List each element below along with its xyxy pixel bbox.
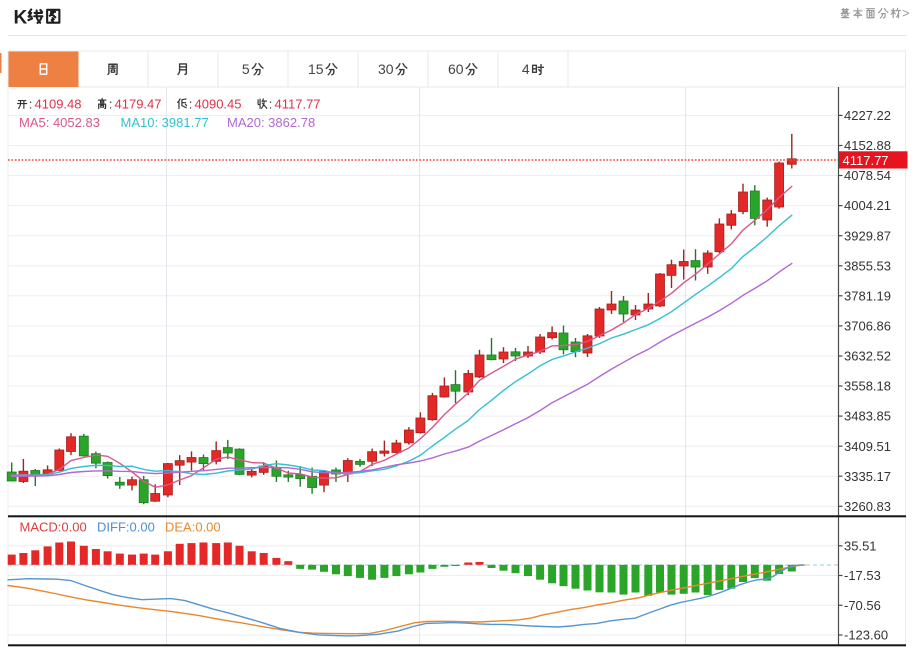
svg-text::: : <box>29 97 33 112</box>
svg-text::: : <box>269 97 273 112</box>
svg-text:3855.53: 3855.53 <box>844 258 891 273</box>
svg-text:K: K <box>14 8 28 29</box>
svg-text::: : <box>109 97 113 112</box>
svg-text:3335.17: 3335.17 <box>844 469 891 484</box>
svg-text:MA20: 3862.78: MA20: 3862.78 <box>227 115 315 130</box>
svg-text:4: 4 <box>522 61 530 77</box>
svg-text:MACD:0.00: MACD:0.00 <box>20 520 87 535</box>
svg-text:3929.87: 3929.87 <box>844 228 891 243</box>
svg-text:MA10: 3981.77: MA10: 3981.77 <box>121 115 209 130</box>
svg-text:3483.85: 3483.85 <box>844 409 891 424</box>
svg-text:4152.88: 4152.88 <box>844 138 891 153</box>
svg-text:-123.60: -123.60 <box>844 628 888 643</box>
svg-text:DIFF:0.00: DIFF:0.00 <box>97 520 155 535</box>
svg-text:4117.77: 4117.77 <box>843 153 889 168</box>
svg-text:DEA:0.00: DEA:0.00 <box>165 520 221 535</box>
svg-text:4004.21: 4004.21 <box>844 198 891 213</box>
svg-text:-70.56: -70.56 <box>844 598 881 613</box>
svg-text:4109.48: 4109.48 <box>35 97 82 112</box>
svg-text:30: 30 <box>378 61 394 77</box>
svg-text:4179.47: 4179.47 <box>115 97 162 112</box>
svg-text:35.51: 35.51 <box>844 538 877 553</box>
svg-text:3558.18: 3558.18 <box>844 379 891 394</box>
svg-text:-17.53: -17.53 <box>844 568 881 583</box>
svg-text:>: > <box>902 6 910 21</box>
svg-text:4090.45: 4090.45 <box>195 97 242 112</box>
svg-text:5: 5 <box>242 61 250 77</box>
svg-text:4227.22: 4227.22 <box>844 108 891 123</box>
svg-text:4078.54: 4078.54 <box>844 168 891 183</box>
svg-text:3260.83: 3260.83 <box>844 499 891 514</box>
svg-text:3632.52: 3632.52 <box>844 349 891 364</box>
svg-text:3409.51: 3409.51 <box>844 439 891 454</box>
svg-text:3781.19: 3781.19 <box>844 288 891 303</box>
svg-text::: : <box>189 97 193 112</box>
svg-text:MA5: 4052.83: MA5: 4052.83 <box>19 115 100 130</box>
svg-text:3706.86: 3706.86 <box>844 319 891 334</box>
svg-text:4117.77: 4117.77 <box>275 97 321 112</box>
svg-text:15: 15 <box>308 61 324 77</box>
svg-text:60: 60 <box>448 61 464 77</box>
